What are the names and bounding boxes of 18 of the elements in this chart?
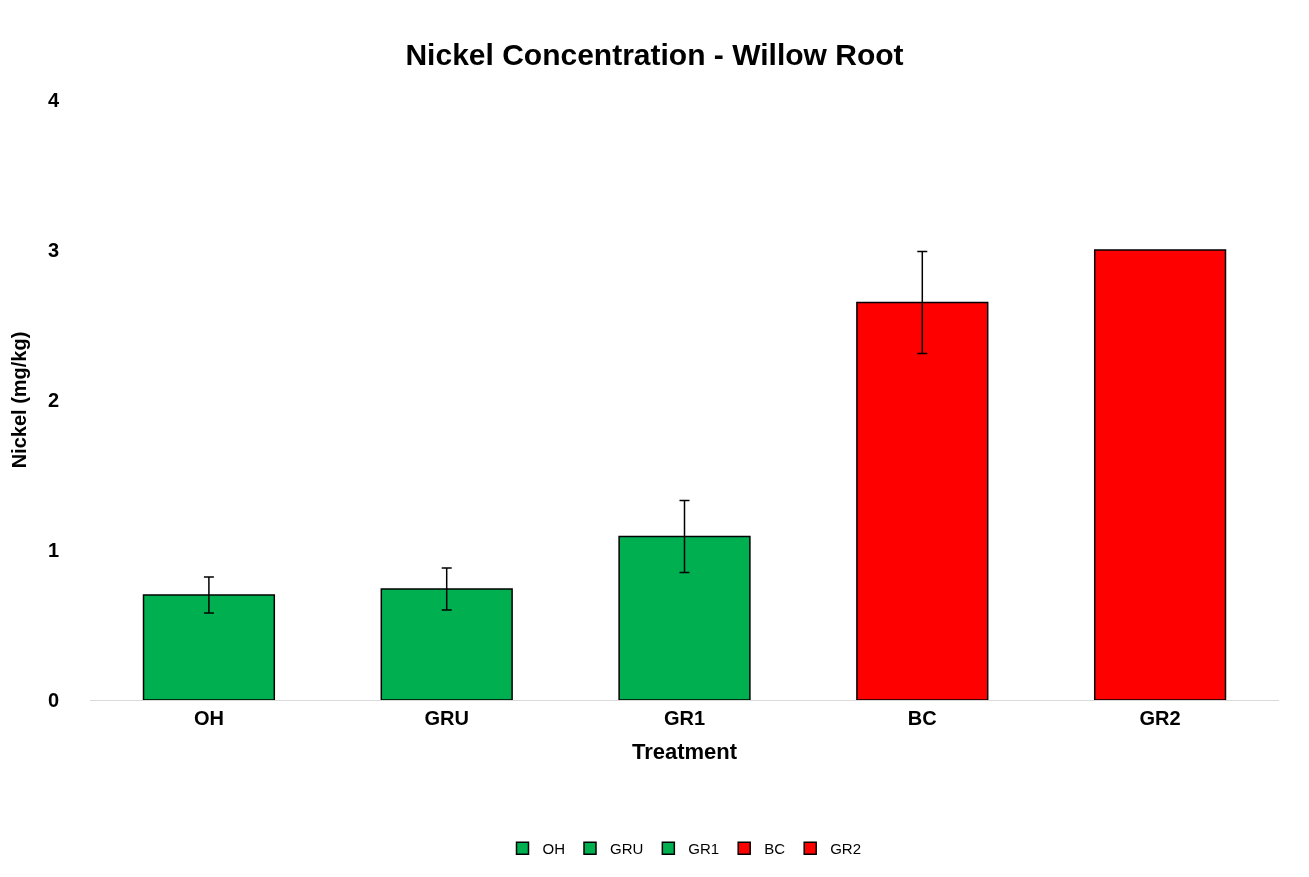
legend-label: GR1 (688, 840, 720, 858)
legend-label: GRU (610, 840, 644, 858)
y-tick-label: 1 (47, 539, 59, 561)
x-tick-label: GR1 (663, 707, 706, 729)
legend-label: GR2 (830, 840, 862, 858)
y-tick-label: 0 (47, 689, 59, 711)
x-tick-label: BC (907, 707, 937, 729)
x-axis-title: Treatment (631, 738, 738, 764)
y-tick-label: 4 (47, 89, 60, 111)
legend-label: BC (764, 840, 786, 858)
y-tick-label: 3 (47, 239, 59, 261)
x-tick-label: GRU (424, 707, 469, 729)
legend-label: OH (542, 840, 565, 858)
y-tick-label: 2 (47, 389, 59, 411)
x-tick-label: OH (193, 707, 224, 729)
x-tick-label: GR2 (1139, 707, 1181, 729)
y-axis-title: Nickel (mg/kg) (8, 331, 31, 469)
chart-title: Nickel Concentration - Willow Root (405, 37, 904, 71)
